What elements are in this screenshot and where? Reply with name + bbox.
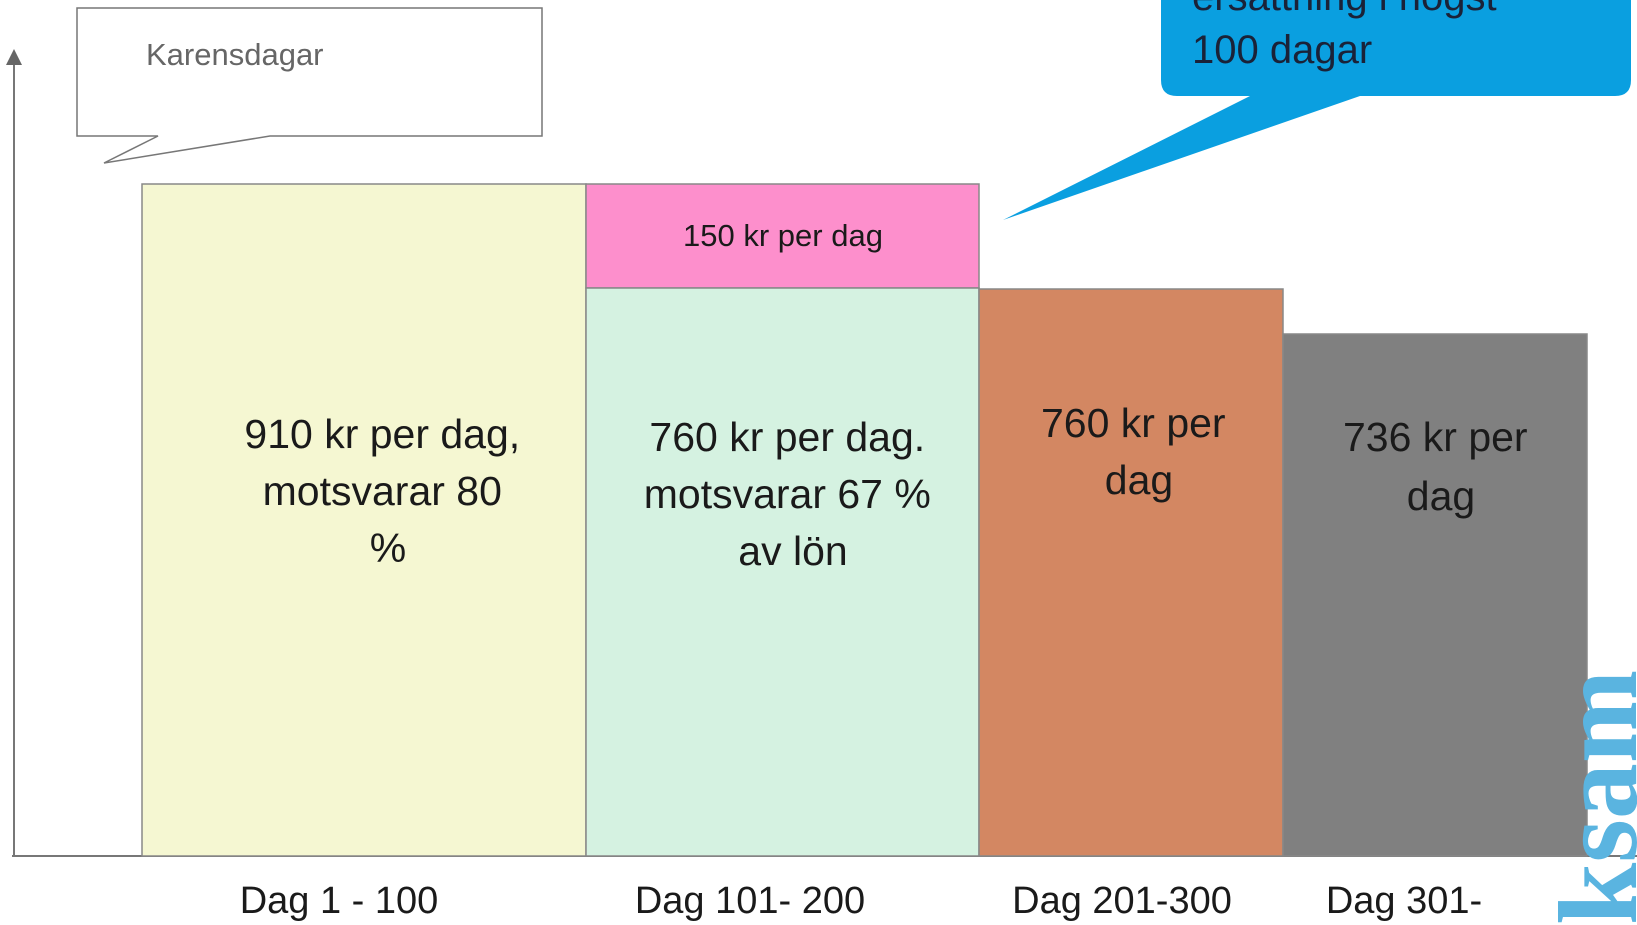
text-line: dag (1105, 457, 1173, 503)
karens-label: Karensdagar (146, 37, 324, 72)
text-line: 760 kr per (1041, 400, 1226, 446)
text-line: 760 kr per dag. (649, 414, 925, 460)
text-line: ersättning i högst (1192, 0, 1497, 19)
x-label: Dag 101- 200 (635, 880, 865, 922)
block-label: 736 kr per dag (1343, 414, 1539, 519)
text-line: 736 kr per (1343, 414, 1528, 460)
block-label: 760 kr per dag. motsvarar 67 % av lön (644, 414, 943, 574)
block-label: 910 kr per dag, motsvarar 80 % (244, 411, 531, 571)
top-callout-text: ersättning i högst 100 dagar (1192, 0, 1508, 72)
text-line: av lön (738, 528, 847, 574)
watermark: ksam (1537, 670, 1637, 925)
text-line: motsvarar 67 % (644, 471, 931, 517)
block-3 (978, 288, 1284, 857)
block-1 (141, 183, 587, 857)
supplement-label: 150 kr per dag (683, 218, 883, 253)
text-line: 910 kr per dag, (244, 411, 520, 457)
x-label: Dag 201-300 (1012, 880, 1232, 922)
text-line: % (370, 525, 406, 571)
block-2 (585, 287, 980, 857)
supplement-block (585, 183, 980, 289)
text-line: 100 dagar (1192, 28, 1372, 72)
x-label: Dag 301- (1326, 880, 1482, 922)
block-4 (1282, 333, 1588, 857)
text-line: motsvarar 80 (263, 468, 502, 514)
text-line: dag (1407, 473, 1475, 519)
x-label: Dag 1 - 100 (240, 880, 439, 922)
top-callout (1003, 0, 1631, 220)
block-label: 760 kr per dag (1041, 400, 1237, 503)
karens-callout (76, 7, 543, 164)
